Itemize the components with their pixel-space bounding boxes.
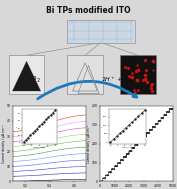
Y-axis label: Current density / μA cm⁻²: Current density / μA cm⁻² [87,124,91,163]
Bar [9,55,44,94]
Polygon shape [12,61,41,91]
Y-axis label: Current density / μA cm⁻²: Current density / μA cm⁻² [2,124,6,163]
FancyBboxPatch shape [67,20,135,43]
Bar [120,55,156,94]
Bar [67,55,103,94]
Text: $2H^+ + O_2 + 2e^-$: $2H^+ + O_2 + 2e^-$ [101,75,153,85]
Text: $H_2O_2$: $H_2O_2$ [22,75,41,85]
Text: Bi TPs modified ITO: Bi TPs modified ITO [46,6,131,15]
